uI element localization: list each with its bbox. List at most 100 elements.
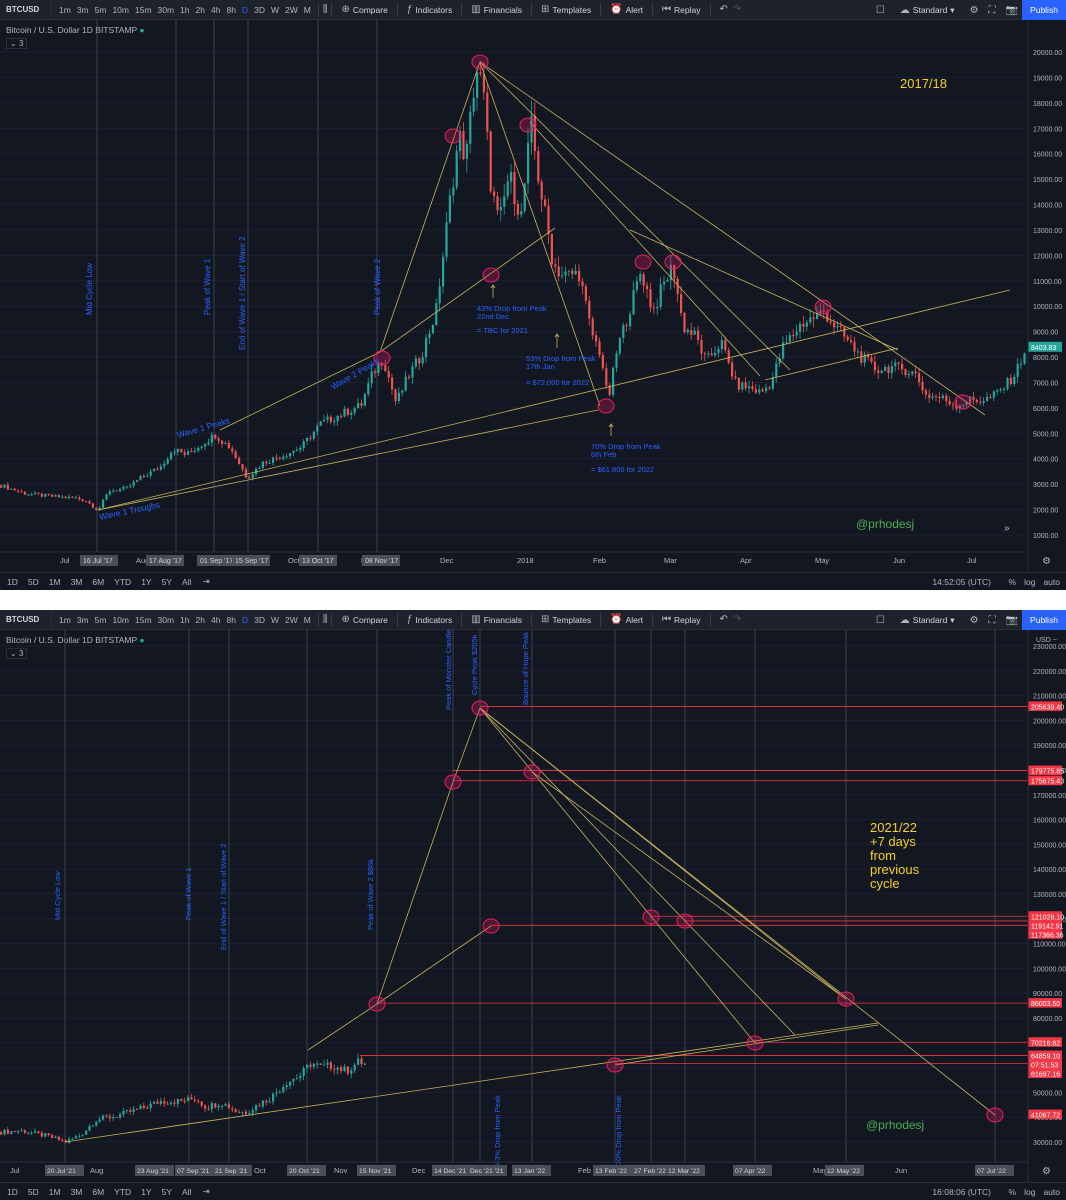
interval-d[interactable]: D (241, 614, 249, 625)
range-ytd[interactable]: YTD (114, 576, 132, 587)
financials-button[interactable]: ▥ Financials (466, 4, 527, 15)
indicators-button[interactable]: ƒ Indicators (402, 614, 457, 625)
range-6m[interactable]: 6M (92, 576, 105, 587)
alert-button[interactable]: ⏰ Alert (605, 4, 648, 15)
interval-8h[interactable]: 8h (226, 614, 236, 625)
interval-3m[interactable]: 3m (76, 614, 89, 625)
interval-2h[interactable]: 2h (195, 614, 206, 625)
range-all[interactable]: All (182, 576, 192, 587)
range-all[interactable]: All (182, 1186, 192, 1197)
replay-button[interactable]: ⏮ Replay (657, 614, 705, 625)
interval-10m[interactable]: 10m (112, 614, 129, 625)
gear-icon[interactable]: ⚙ (969, 4, 979, 16)
interval-1h[interactable]: 1h (180, 614, 190, 625)
interval-w[interactable]: W (270, 4, 279, 15)
fullscreen-icon[interactable]: ⛶ (988, 4, 996, 16)
range-1d[interactable]: 1D (7, 576, 18, 587)
templates-button[interactable]: ⊞ Templates (536, 614, 596, 625)
replay-button[interactable]: ⏮ Replay (657, 4, 705, 15)
range-1d[interactable]: 1D (7, 1186, 18, 1197)
compare-button[interactable]: ⊕ Compare (336, 4, 392, 15)
publish-button[interactable]: Publish (1022, 610, 1066, 630)
range-5d[interactable]: 5D (27, 1186, 39, 1197)
symbol-search[interactable]: BTCUSD (0, 0, 52, 20)
redo-icon[interactable]: ↷ (732, 4, 742, 15)
chart-canvas[interactable]: 1000.00 2000.00 3000.00 4000.00 5000.00 6000.… (0, 0, 1066, 572)
interval-w[interactable]: W (270, 614, 279, 625)
range-5y[interactable]: 5Y (161, 1186, 172, 1197)
alert-button[interactable]: ⏰ Alert (605, 614, 648, 625)
interval-d[interactable]: D (241, 4, 249, 15)
range-6m[interactable]: 6M (92, 1186, 105, 1197)
interval-15m[interactable]: 15m (134, 614, 152, 625)
chart-canvas[interactable]: 30000.0040000.0050000.0060000.0070000.00… (0, 610, 1066, 1182)
calendar-range-icon[interactable]: ⇥ (202, 576, 210, 586)
gear-icon[interactable]: ⚙ (969, 614, 979, 626)
interval-30m[interactable]: 30m (157, 4, 175, 15)
interval-5m[interactable]: 5m (94, 614, 107, 625)
candle-style-icon[interactable]: ⫼ (322, 614, 328, 625)
range-buttons: 1D 5D 1M 3M 6M YTD 1Y 5Y All (0, 1187, 194, 1197)
publish-button[interactable]: Publish (1022, 0, 1066, 20)
interval-2w[interactable]: 2W (285, 614, 298, 625)
y-tick-label: 2000.00 (1033, 508, 1058, 515)
range-1m[interactable]: 1M (48, 576, 61, 587)
range-1m[interactable]: 1M (48, 1186, 61, 1197)
legend-title: Bitcoin / U.S. Dollar 1D BITSTAMP (6, 635, 137, 645)
camera-icon[interactable]: 📷 (1005, 4, 1018, 16)
interval-2h[interactable]: 2h (195, 4, 206, 15)
candle-style-icon[interactable]: ⫼ (322, 4, 328, 15)
range-ytd[interactable]: YTD (114, 1186, 132, 1197)
camera-icon[interactable]: 📷 (1005, 614, 1018, 626)
indicators-button[interactable]: ƒ Indicators (402, 4, 457, 15)
interval-8h[interactable]: 8h (226, 4, 236, 15)
templates-button[interactable]: ⊞ Templates (536, 4, 596, 15)
cycle-label: 2017/18 (900, 76, 947, 91)
interval-m[interactable]: M (303, 614, 311, 625)
fullscreen-checkbox-icon[interactable]: ☐ (875, 4, 885, 16)
redo-icon[interactable]: ↷ (732, 614, 742, 625)
indicator-count-toggle[interactable]: ⌄ 3 (6, 648, 28, 659)
range-5d[interactable]: 5D (27, 576, 39, 587)
percent-toggle[interactable]: % (1008, 576, 1017, 587)
interval-2w[interactable]: 2W (285, 4, 298, 15)
interval-5m[interactable]: 5m (94, 4, 107, 15)
interval-m[interactable]: M (303, 4, 311, 15)
range-1y[interactable]: 1Y (141, 576, 152, 587)
log-toggle[interactable]: log (1024, 576, 1036, 587)
highlight-circle (444, 774, 462, 790)
interval-3d[interactable]: 3D (254, 614, 265, 625)
layout-button[interactable]: ☁ Standard ▾ (895, 5, 960, 16)
interval-3m[interactable]: 3m (76, 4, 89, 15)
range-1y[interactable]: 1Y (141, 1186, 152, 1197)
interval-1m[interactable]: 1m (59, 4, 71, 15)
interval-30m[interactable]: 30m (157, 614, 175, 625)
fullscreen-checkbox-icon[interactable]: ☐ (875, 614, 885, 626)
interval-10m[interactable]: 10m (112, 4, 129, 15)
compare-button[interactable]: ⊕ Compare (336, 614, 392, 625)
interval-1m[interactable]: 1m (59, 614, 71, 625)
symbol-search[interactable]: BTCUSD (0, 610, 52, 630)
candle-body (897, 362, 900, 364)
log-toggle[interactable]: log (1024, 1186, 1036, 1197)
interval-4h[interactable]: 4h (211, 4, 221, 15)
undo-icon[interactable]: ↶ (719, 4, 728, 15)
interval-1h[interactable]: 1h (180, 4, 190, 15)
undo-icon[interactable]: ↶ (719, 614, 728, 625)
range-3m[interactable]: 3M (70, 576, 83, 587)
percent-toggle[interactable]: % (1008, 1186, 1017, 1197)
layout-button[interactable]: ☁ Standard ▾ (895, 615, 960, 626)
range-5y[interactable]: 5Y (161, 576, 172, 587)
interval-3d[interactable]: 3D (254, 4, 265, 15)
alert-label: Alert (625, 4, 644, 15)
calendar-range-icon[interactable]: ⇥ (202, 1186, 210, 1196)
financials-button[interactable]: ▥ Financials (466, 614, 527, 625)
interval-4h[interactable]: 4h (211, 614, 221, 625)
auto-toggle[interactable]: auto (1043, 576, 1060, 587)
auto-toggle[interactable]: auto (1043, 1186, 1060, 1197)
indicator-count-toggle[interactable]: ⌄ 3 (6, 38, 28, 49)
range-3m[interactable]: 3M (70, 1186, 83, 1197)
fullscreen-icon[interactable]: ⛶ (988, 614, 996, 626)
interval-15m[interactable]: 15m (134, 4, 152, 15)
highlight-circle (368, 996, 386, 1012)
